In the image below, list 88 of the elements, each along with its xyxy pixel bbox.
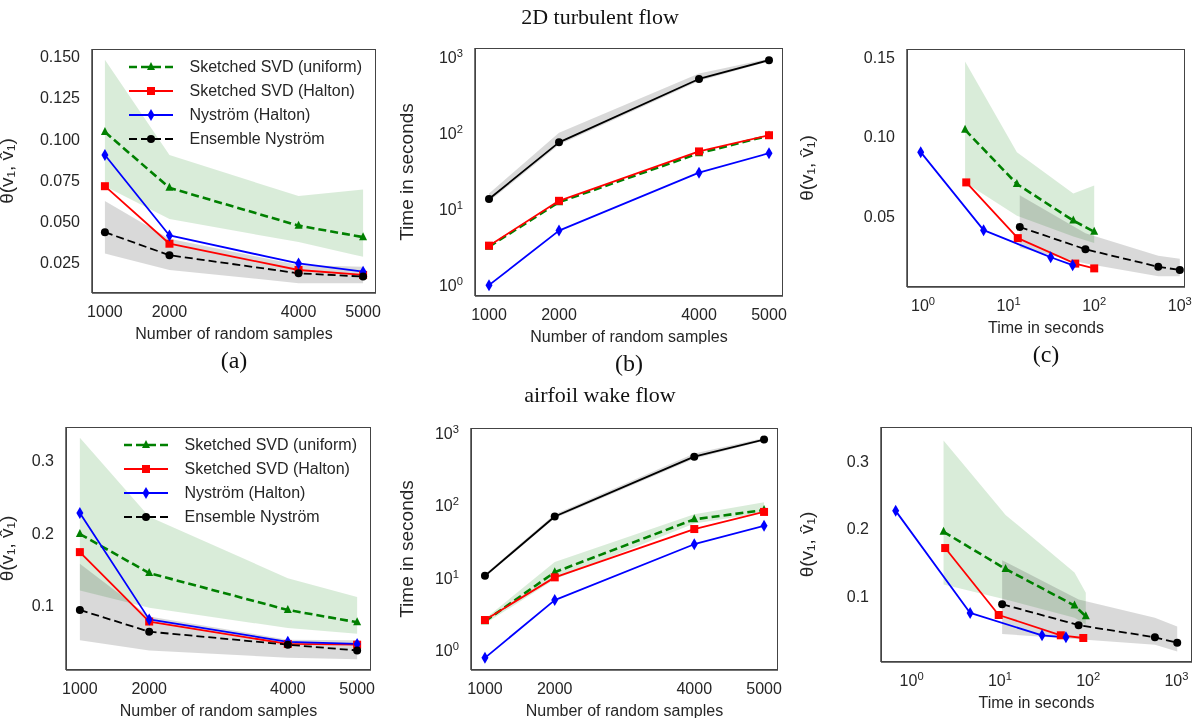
legend-label: Sketched SVD (uniform) xyxy=(189,57,362,77)
y-tick-label: 10$^{1}$ xyxy=(438,198,463,218)
legend-label: Sketched SVD (Halton) xyxy=(184,459,350,479)
x-axis-title: Time in seconds xyxy=(978,694,1095,711)
point xyxy=(165,251,174,260)
y-tick-label: 0.2 xyxy=(31,524,55,542)
point xyxy=(294,220,303,229)
y-tick-label: 0.3 xyxy=(846,452,870,470)
point xyxy=(100,182,109,191)
y-tick-label: 10$^{2}$ xyxy=(434,495,459,515)
y-tick-label: 10$^{3}$ xyxy=(438,46,463,66)
point xyxy=(353,646,362,655)
y-tick-label: 0.100 xyxy=(39,130,81,148)
y-tick-label: 10$^{2}$ xyxy=(438,122,463,142)
point xyxy=(550,573,559,582)
x-tick-label: 10$^{0}$ xyxy=(899,670,924,689)
legend-label: Sketched SVD (Halton) xyxy=(189,81,355,101)
point xyxy=(485,195,493,204)
point xyxy=(690,525,699,534)
y-tick-label: 0.1 xyxy=(846,588,870,606)
y-tick-label: 0.075 xyxy=(39,171,81,189)
y-tick-label: 0.025 xyxy=(39,253,81,271)
text: (c) xyxy=(1031,341,1061,368)
y-tick-label: 0.125 xyxy=(39,89,81,107)
x-tick-label: 5000 xyxy=(339,680,376,697)
y-tick-label: 0.15 xyxy=(863,48,896,66)
point xyxy=(283,604,292,613)
x-tick-label: 5000 xyxy=(751,306,787,323)
point xyxy=(165,182,174,191)
x-tick-label: 2000 xyxy=(131,680,168,697)
y-tick-label: 10$^{3}$ xyxy=(434,422,459,442)
x-tick-label: 5000 xyxy=(746,680,782,697)
point xyxy=(100,126,109,135)
point xyxy=(294,269,303,278)
legend-label: Sketched SVD (uniform) xyxy=(184,435,357,455)
y-tick-label: 0.10 xyxy=(863,128,896,146)
text: (a) xyxy=(219,347,249,374)
x-tick-label: 1000 xyxy=(62,680,98,697)
point xyxy=(695,74,703,83)
y-tick-label: 10$^{0}$ xyxy=(438,275,463,295)
x-tick-label: 10$^{3}$ xyxy=(1164,670,1189,689)
y-tick-label: 10$^{1}$ xyxy=(434,567,459,587)
x-tick-label: 10$^{0}$ xyxy=(911,295,936,314)
x-tick-label: 5000 xyxy=(345,303,381,320)
x-tick-label: 2000 xyxy=(541,306,577,323)
y-tick-label: 0.2 xyxy=(846,520,870,538)
point xyxy=(765,56,773,65)
x-tick-label: 10$^{2}$ xyxy=(1076,670,1101,689)
y-tick-label: 10$^{0}$ xyxy=(434,640,459,660)
legend-label: Ensemble Nyström xyxy=(184,507,320,527)
point xyxy=(359,232,368,241)
x-tick-label: 10$^{1}$ xyxy=(996,295,1021,314)
text: (b) xyxy=(614,350,644,377)
x-tick-label: 10$^{1}$ xyxy=(987,670,1012,689)
legend-label: Nyström (Halton) xyxy=(184,483,306,503)
x-tick-label: 1000 xyxy=(87,303,123,320)
x-tick-label: 2000 xyxy=(536,680,573,697)
point xyxy=(550,512,559,521)
point xyxy=(75,605,84,614)
y-tick-label: 0.05 xyxy=(863,207,896,225)
x-tick-label: 10$^{2}$ xyxy=(1082,295,1107,314)
y-tick-label: 0.1 xyxy=(31,596,55,614)
point xyxy=(145,627,154,636)
chart-title: 2D turbulent flow xyxy=(520,4,680,30)
x-tick-label: 4000 xyxy=(270,680,306,697)
x-axis-title: Time in seconds xyxy=(988,319,1104,336)
x-tick-label: 2000 xyxy=(151,303,188,320)
x-tick-label: 1000 xyxy=(467,680,503,697)
point xyxy=(480,571,489,580)
x-tick-label: 4000 xyxy=(681,306,717,323)
x-tick-label: 4000 xyxy=(280,303,317,320)
point xyxy=(100,228,109,237)
y-tick-label: 0.050 xyxy=(39,212,81,230)
point xyxy=(760,435,769,444)
y-tick-label: 0.3 xyxy=(31,452,55,470)
point xyxy=(145,568,154,577)
x-tick-label: 1000 xyxy=(471,306,507,323)
x-tick-label: 10$^{3}$ xyxy=(1167,295,1192,314)
point xyxy=(555,138,563,147)
legend-label: Nyström (Halton) xyxy=(189,105,311,125)
point xyxy=(165,239,174,248)
y-tick-label: 0.150 xyxy=(39,48,81,66)
x-tick-label: 4000 xyxy=(676,680,713,697)
chart-title: airfoil wake flow xyxy=(523,382,677,408)
point xyxy=(690,452,699,461)
point xyxy=(75,529,84,538)
legend-label: Ensemble Nyström xyxy=(189,129,325,149)
point xyxy=(75,548,84,557)
